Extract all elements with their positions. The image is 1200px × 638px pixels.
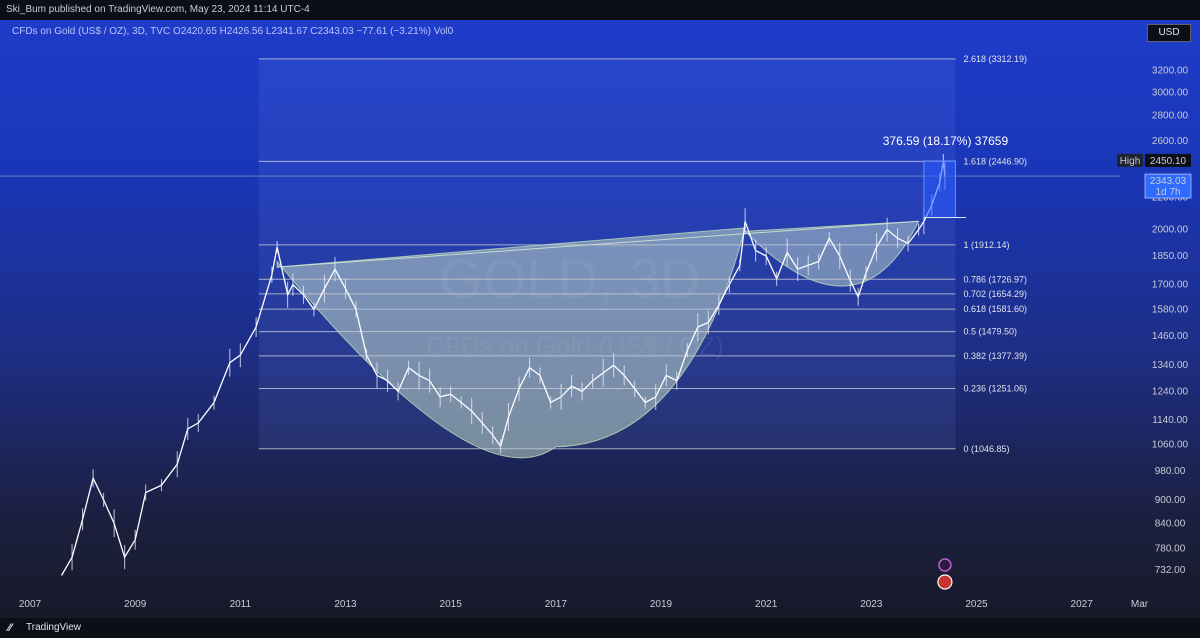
high-value: 2450.10 [1150,156,1187,167]
y-axis-tick: 900.00 [1155,495,1186,506]
measurement-label: 376.59 (18.17%) 37659 [883,134,1009,148]
y-axis-tick: 840.00 [1155,518,1186,529]
fib-level-label: 1 (1912.14) [963,240,1009,250]
tradingview-logo-icon: ⁄⁄ [8,622,12,634]
high-tag-bg [1117,153,1143,167]
fib-level-label: 0.236 (1251.06) [963,383,1027,393]
x-axis-tick: 2023 [860,599,883,610]
x-axis-tick: 2021 [755,599,778,610]
y-axis-tick: 3000.00 [1152,87,1189,98]
x-axis-tick: 2013 [334,599,357,610]
y-axis-tick: 2600.00 [1152,136,1189,147]
fib-level-label: 2.618 (3312.19) [963,54,1027,64]
rim-line [277,220,919,268]
fib-level-label: 0.702 (1654.29) [963,289,1027,299]
fib-level-label: 1.618 (2446.90) [963,156,1027,166]
y-axis-tick: 2800.00 [1152,111,1189,122]
fib-level-label: 0 (1046.85) [963,444,1009,454]
publish-header: Ski_Bum published on TradingView.com, Ma… [0,0,1200,20]
symbol-legend: CFDs on Gold (US$ / OZ), 3D, TVC O2420.6… [12,26,454,37]
bar-countdown: 1d 7h [1155,187,1180,198]
economic-event-icon[interactable] [937,574,953,590]
last-price-value: 2343.03 [1150,176,1187,187]
y-axis-tick: 1580.00 [1152,304,1189,315]
y-axis-tick: 1140.00 [1152,415,1188,426]
x-axis-tick: 2009 [124,599,147,610]
x-axis-tick: 2011 [230,599,252,610]
currency-selector[interactable]: USD [1147,24,1191,42]
x-axis-tick: 2025 [965,599,988,610]
y-axis-tick: 1700.00 [1152,280,1189,291]
footer-bar: ⁄⁄ TradingView [0,618,1200,638]
x-axis-tick: 2017 [545,599,568,610]
publish-info: Ski_Bum published on TradingView.com, Ma… [6,4,310,15]
y-axis-tick: 3200.00 [1152,66,1189,77]
high-tag: High [1120,156,1141,167]
dividend-event-icon[interactable] [938,558,952,572]
y-axis-tick: 1850.00 [1152,251,1189,262]
x-axis-tick: 2019 [650,599,673,610]
y-axis-tick: 2000.00 [1152,225,1189,236]
x-axis-tick: 2015 [440,599,463,610]
y-axis-tick: 1340.00 [1152,360,1189,371]
fib-level-label: 0.5 (1479.50) [963,327,1017,337]
measure-box [923,160,956,218]
footer-brand: TradingView [26,622,82,633]
fib-level-label: 0.382 (1377.39) [963,351,1027,361]
x-axis-tick: 2027 [1071,599,1094,610]
y-axis-tick: 1460.00 [1152,331,1189,342]
last-price-badge [1144,173,1192,199]
y-axis-tick: 1240.00 [1152,386,1189,397]
fib-level-label: 0.786 (1726.97) [963,274,1027,284]
fib-level-label: 0.618 (1581.60) [963,304,1027,314]
high-value-bg [1145,153,1191,167]
x-axis-tick: 2007 [19,599,42,610]
x-axis-tick: Mar [1131,599,1149,610]
y-axis-tick: 732.00 [1155,565,1186,576]
y-axis-tick: 780.00 [1155,543,1186,554]
y-axis-tick: 1060.00 [1152,440,1189,451]
y-axis-tick: 980.00 [1155,466,1186,477]
